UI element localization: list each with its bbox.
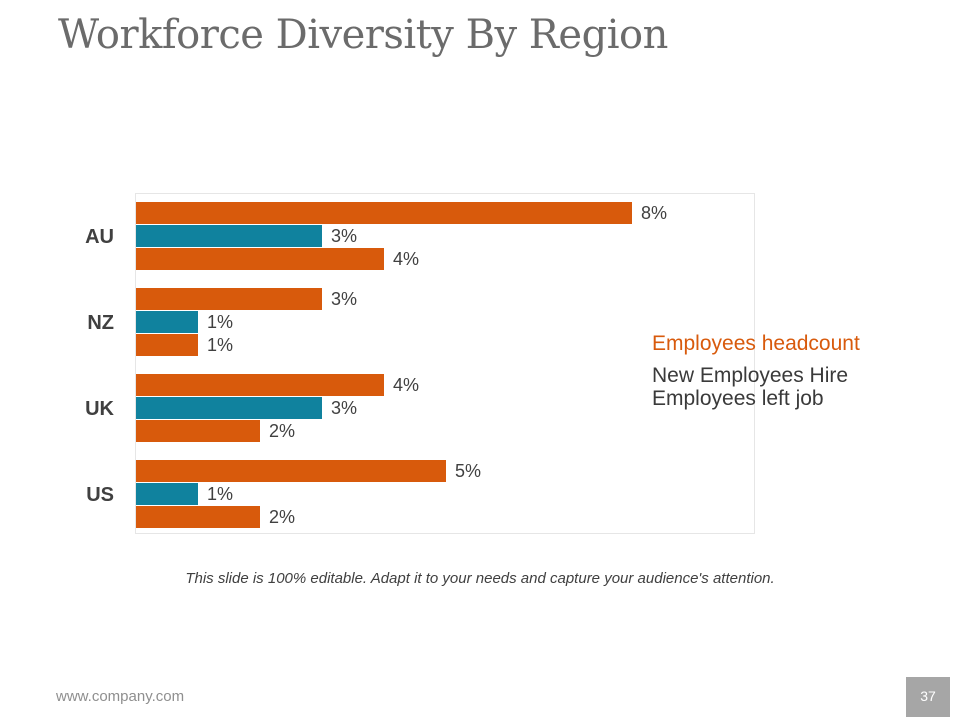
data-label-nz-left-job: 1% — [207, 335, 233, 355]
data-label-us-headcount: 5% — [455, 461, 481, 481]
footer-url: www.company.com — [56, 688, 185, 705]
legend-item-left-job: Employees left job — [652, 387, 824, 410]
category-label-au: AU — [85, 226, 114, 248]
bar-nz-headcount — [136, 288, 322, 310]
data-label-au-left-job: 4% — [393, 249, 419, 269]
chart-plot-frame — [135, 193, 755, 534]
page-number-badge: 37 — [906, 677, 950, 717]
bar-uk-left-job — [136, 420, 260, 442]
category-label-uk: UK — [85, 398, 114, 420]
bar-uk-headcount — [136, 374, 384, 396]
bar-au-left-job — [136, 248, 384, 270]
chart-legend: Employees headcount New Employees Hire E… — [652, 332, 860, 410]
data-label-au-headcount: 8% — [641, 203, 667, 223]
data-label-uk-new-hire: 3% — [331, 398, 357, 418]
category-label-us: US — [86, 484, 114, 506]
data-label-uk-left-job: 2% — [269, 421, 295, 441]
bar-nz-new-hire — [136, 311, 198, 333]
data-label-au-new-hire: 3% — [331, 226, 357, 246]
bar-au-headcount — [136, 202, 632, 224]
bar-uk-new-hire — [136, 397, 322, 419]
data-label-us-left-job: 2% — [269, 507, 295, 527]
bar-us-headcount — [136, 460, 446, 482]
data-label-uk-headcount: 4% — [393, 375, 419, 395]
data-label-us-new-hire: 1% — [207, 484, 233, 504]
bar-us-left-job — [136, 506, 260, 528]
slide-caption: This slide is 100% editable. Adapt it to… — [185, 570, 775, 587]
legend-item-new-hire: New Employees Hire — [652, 364, 849, 387]
data-label-nz-new-hire: 1% — [207, 312, 233, 332]
category-label-nz: NZ — [87, 312, 114, 334]
data-label-nz-headcount: 3% — [331, 289, 357, 309]
legend-item-headcount: Employees headcount — [652, 332, 860, 355]
bar-us-new-hire — [136, 483, 198, 505]
bar-au-new-hire — [136, 225, 322, 247]
bar-nz-left-job — [136, 334, 198, 356]
slide-title: Workforce Diversity By Region — [58, 12, 668, 58]
